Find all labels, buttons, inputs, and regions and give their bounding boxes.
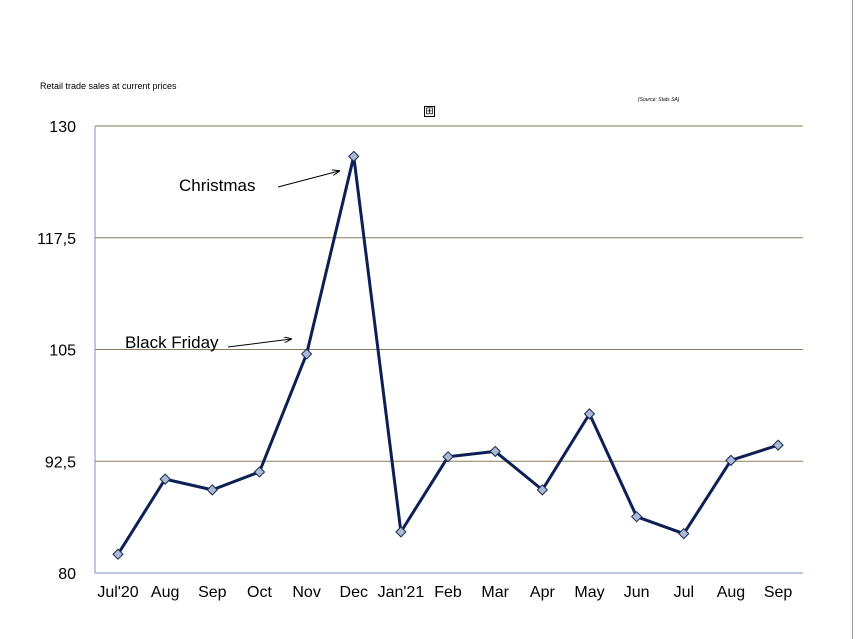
data-point-marker: [112, 548, 124, 560]
x-tick-label: Aug: [151, 584, 179, 601]
y-tick-label: 105: [49, 343, 76, 360]
annotation-label: Christmas: [179, 176, 256, 195]
x-tick-label: Mar: [481, 584, 509, 601]
data-point-marker: [442, 451, 454, 463]
x-tick-label: Aug: [717, 584, 745, 601]
data-point-marker: [536, 484, 549, 496]
axes: [94, 126, 803, 574]
annotations: Christmas Black Friday: [125, 171, 339, 352]
x-tick-label: Jul'20: [97, 584, 138, 601]
x-tick-label: Nov: [292, 584, 320, 601]
x-tick-label: Jul: [674, 584, 694, 601]
data-point-marker: [206, 484, 219, 496]
annotation-arrow: [227, 339, 291, 348]
x-tick-label: Jan'21: [378, 584, 425, 601]
data-point-marker: [772, 439, 784, 451]
chart-source: (Source: Stats SA): [638, 97, 680, 103]
x-tick-label: Sep: [198, 584, 227, 601]
data-point-marker: [489, 445, 501, 458]
data-point-marker: [678, 527, 690, 540]
x-tick-label: Oct: [247, 584, 272, 601]
data-point-marker: [583, 408, 596, 420]
series-line: [116, 154, 779, 556]
y-tick-label: 92,5: [45, 454, 76, 471]
x-tick-label: Dec: [340, 584, 368, 601]
y-tick-label: 117,5: [37, 231, 76, 248]
data-point-marker: [159, 473, 171, 485]
annotation-label: Black Friday: [125, 333, 219, 352]
data-point-marker: [630, 510, 643, 523]
expand-icon[interactable]: ⊞: [424, 106, 435, 117]
data-point-marker: [395, 526, 407, 538]
data-point-marker: [253, 466, 266, 478]
x-tick-label: May: [574, 584, 604, 601]
chart-title: Retail trade sales at current prices: [40, 81, 177, 91]
y-tick-labels: 130 117,5 105 92,5 80: [37, 119, 76, 583]
y-tick-label: 80: [58, 566, 76, 583]
data-point-marker: [300, 348, 313, 360]
annotation-arrow: [277, 171, 339, 188]
data-point-marker: [348, 150, 360, 163]
data-point-marker: [725, 454, 737, 467]
series: [112, 150, 784, 560]
x-tick-label: Feb: [434, 584, 462, 601]
y-tick-label: 130: [49, 119, 76, 136]
window-right-edge: [852, 0, 853, 639]
x-tick-label: Jun: [624, 584, 650, 601]
x-tick-label: Sep: [764, 584, 793, 601]
x-tick-labels: Jul'20 Aug Sep Oct Nov Dec Jan'21 Feb Mar Apr May J…: [97, 584, 792, 601]
x-tick-label: Apr: [530, 584, 556, 601]
